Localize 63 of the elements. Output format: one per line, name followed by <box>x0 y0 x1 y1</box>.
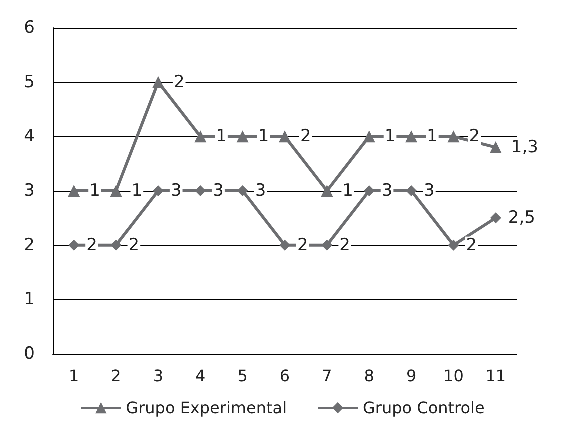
x-tick-label: 7 <box>322 366 332 386</box>
point <box>406 130 418 143</box>
data-label: 3 <box>424 181 435 201</box>
y-tick-label: 6 <box>24 18 35 38</box>
point <box>68 240 80 251</box>
point <box>322 240 333 251</box>
x-tick-label: 10 <box>444 366 464 386</box>
legend-label: Grupo Controle <box>363 398 485 418</box>
y-tick-label: 3 <box>24 181 35 201</box>
x-tick-label: 1 <box>68 366 80 386</box>
annotation: 1 <box>90 181 100 201</box>
data-label: 3 <box>255 181 266 201</box>
point <box>280 240 290 251</box>
annotation: 1 <box>342 181 354 201</box>
annotation: 1,3 <box>511 138 538 158</box>
point <box>68 185 80 197</box>
point <box>448 130 460 143</box>
y-tick-label: 0 <box>24 344 35 364</box>
data-label: 2 <box>298 235 308 256</box>
point <box>110 240 122 251</box>
point <box>490 212 502 224</box>
point <box>406 186 418 196</box>
point <box>152 76 164 88</box>
annotation: 1 <box>384 126 396 147</box>
data-label: 2 <box>340 235 351 256</box>
x-tick-label: 5 <box>238 366 248 386</box>
point <box>448 240 460 251</box>
point <box>364 186 375 196</box>
point <box>237 186 248 196</box>
y-tick-label: 5 <box>24 72 35 92</box>
legend-label: Grupo Experimental <box>126 398 288 418</box>
x-tick-label: 11 <box>486 366 506 386</box>
data-label: 3 <box>382 181 393 201</box>
data-label: 2 <box>128 235 140 256</box>
point <box>321 185 334 197</box>
annotation: 1 <box>216 126 227 147</box>
y-tick-label: 1 <box>24 290 35 310</box>
y-tick-label: 4 <box>24 126 35 147</box>
x-tick-label: 2 <box>111 366 122 386</box>
annotation: 1 <box>427 126 438 147</box>
x-tick-label: 8 <box>364 366 374 386</box>
data-label: 2 <box>466 235 478 256</box>
data-label: 3 <box>170 181 182 201</box>
data-label: 2 <box>86 235 98 256</box>
point <box>152 186 164 196</box>
x-tick-label: 6 <box>280 366 290 386</box>
x-tick-label: 4 <box>196 366 206 386</box>
point <box>279 130 291 143</box>
point <box>110 185 122 197</box>
point <box>490 142 502 154</box>
annotation: 1 <box>258 126 270 147</box>
annotation: 2 <box>174 72 185 92</box>
data-label: 3 <box>213 181 224 201</box>
annotation: 2 <box>300 126 312 147</box>
y-tick-label: 2 <box>24 235 35 256</box>
point <box>363 130 376 143</box>
point <box>194 130 207 143</box>
x-tick-label: 9 <box>406 366 417 386</box>
data-label: 2,5 <box>508 208 536 228</box>
annotation: 2 <box>469 126 480 147</box>
point <box>236 130 249 143</box>
x-tick-label: 3 <box>153 366 164 386</box>
annotation: 1 <box>132 181 143 201</box>
